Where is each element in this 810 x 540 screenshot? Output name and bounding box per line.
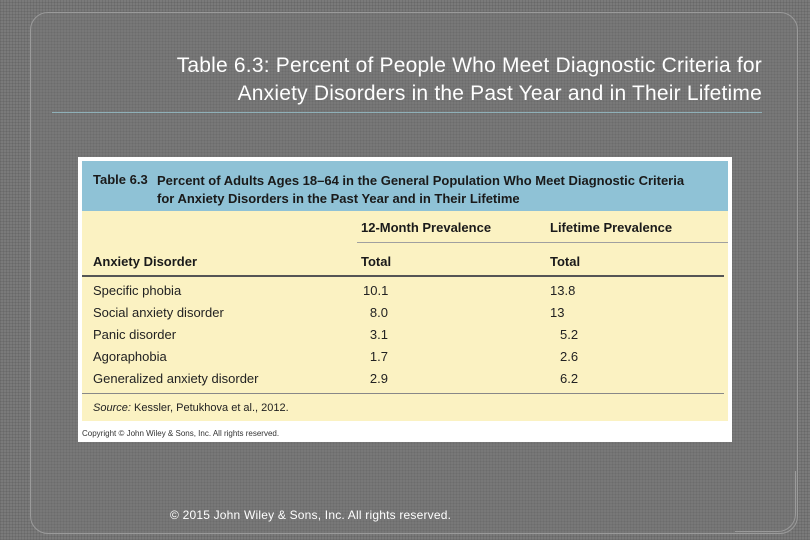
month12-cell: 1.7 [369, 349, 388, 364]
table-caption-line-1: Percent of Adults Ages 18–64 in the Gene… [157, 173, 685, 188]
group-underline-lifetime [546, 242, 728, 243]
month12-cell: 3.1 [369, 327, 388, 342]
table-copyright: Copyright © John Wiley & Sons, Inc. All … [82, 429, 280, 438]
table-caption-bar: Table 6.3 Percent of Adults Ages 18–64 i… [82, 161, 728, 211]
disorder-cell: Social anxiety disorder [93, 305, 224, 320]
table-caption: Percent of Adults Ages 18–64 in the Gene… [157, 172, 684, 208]
header-rule [82, 275, 724, 277]
disorder-cell: Agoraphobia [93, 349, 167, 364]
column-header-lifetime-total: Total [550, 254, 581, 269]
disorder-cell: Panic disorder [93, 327, 177, 342]
group-header-12-month: 12-Month Prevalence [361, 220, 492, 235]
lifetime-cell: 2.6 [560, 349, 579, 364]
month12-cell: 8.0 [369, 305, 388, 320]
slide-corner-fold [735, 471, 796, 532]
lifetime-cell: 5.2 [560, 327, 579, 342]
disorder-cell: Generalized anxiety disorder [93, 371, 259, 386]
table-image: Table 6.3 Percent of Adults Ages 18–64 i… [78, 157, 732, 442]
lifetime-cell: 13.8 [550, 283, 576, 298]
column-header-12-month-total: Total [361, 254, 392, 269]
lifetime-cell: 6.2 [560, 371, 579, 386]
disorder-cell: Specific phobia [93, 283, 182, 298]
group-header-lifetime: Lifetime Prevalence [550, 220, 673, 235]
column-header-disorder: Anxiety Disorder [93, 254, 198, 269]
title-divider [52, 112, 762, 113]
slide-title-line-2: Anxiety Disorders in the Past Year and i… [237, 82, 762, 105]
table-body: 12-Month Prevalence Lifetime Prevalence … [82, 211, 728, 421]
source-label: Source: [93, 402, 131, 414]
table-source: Source: Kessler, Petukhova et al., 2012. [93, 402, 289, 414]
month12-cell: 2.9 [369, 371, 388, 386]
slide-footer: © 2015 John Wiley & Sons, Inc. All right… [170, 508, 452, 522]
slide-title-line-1: Table 6.3: Percent of People Who Meet Di… [176, 54, 762, 77]
lifetime-cell: 13 [550, 305, 565, 320]
table-caption-line-2: for Anxiety Disorders in the Past Year a… [157, 191, 520, 206]
group-underline-12-month [357, 242, 627, 243]
source-text: Kessler, Petukhova et al., 2012. [133, 402, 289, 414]
slide-title: Table 6.3: Percent of People Who Meet Di… [48, 52, 762, 108]
body-bottom-rule [82, 393, 724, 394]
table-number: Table 6.3 [93, 172, 148, 187]
month12-cell: 10.1 [363, 283, 389, 298]
